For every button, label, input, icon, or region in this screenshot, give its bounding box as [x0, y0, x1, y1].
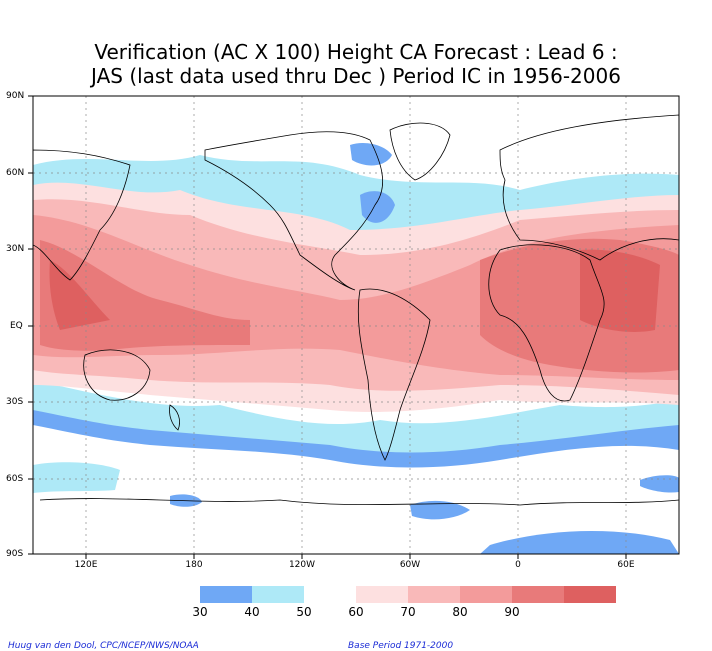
colorbar-swatch: [252, 586, 304, 603]
colorbar-swatch: [356, 586, 408, 603]
lat-label-30n: 30N: [6, 244, 25, 254]
lon-label-120e: 120E: [74, 560, 98, 570]
lat-label-60s: 60S: [6, 474, 24, 484]
colorbar-swatch: [200, 586, 252, 603]
lat-lon-grid: [33, 96, 679, 554]
colorbar-swatch: [304, 586, 356, 603]
lat-label-90n: 90N: [6, 91, 25, 101]
australia-outline: [83, 349, 151, 401]
lon-label-120w: 120W: [288, 560, 316, 570]
eurasia-outline: [499, 114, 679, 261]
lon-label-60e: 60E: [617, 560, 635, 570]
south-america-outline: [357, 288, 431, 461]
lat-label-eq: EQ: [10, 321, 23, 331]
lon-label-180: 180: [185, 560, 203, 570]
skill-shading: [33, 96, 679, 554]
colorbar-label: 80: [452, 605, 468, 619]
north-america-outline: [204, 131, 383, 291]
colorbar-label: 70: [400, 605, 416, 619]
colorbar-label: 60: [348, 605, 364, 619]
lat-label-30s: 30S: [6, 397, 24, 407]
colorbar-label: 90: [504, 605, 520, 619]
asia-west-outline: [33, 149, 131, 281]
continent-outlines: [33, 114, 679, 506]
credit-base-period: Base Period 1971-2000: [348, 641, 454, 651]
lon-label-60w: 60W: [399, 560, 421, 570]
colorbar-label: 40: [244, 605, 260, 619]
map-frame: [32, 95, 680, 555]
lat-label-60n: 60N: [6, 168, 25, 178]
colorbar-label: 30: [192, 605, 208, 619]
south-low-skill-band: [33, 380, 679, 468]
colorbar-swatch: [564, 586, 616, 603]
lon-label-0: 0: [515, 560, 521, 570]
colorbar-swatch: [460, 586, 512, 603]
map-title-line1: Verification (AC X 100) Height CA Foreca…: [94, 40, 618, 64]
colorbar: [200, 586, 616, 603]
colorbar-swatch: [408, 586, 460, 603]
colorbar-label: 50: [296, 605, 312, 619]
credit-author: Huug van den Dool, CPC/NCEP/NWS/NOAA: [8, 641, 199, 651]
map-title-line2: JAS (last data used thru Dec ) Period IC…: [91, 64, 621, 88]
greenland-outline: [389, 122, 451, 181]
africa-outline: [488, 244, 605, 402]
lat-label-90s: 90S: [6, 549, 24, 559]
colorbar-swatch: [512, 586, 564, 603]
